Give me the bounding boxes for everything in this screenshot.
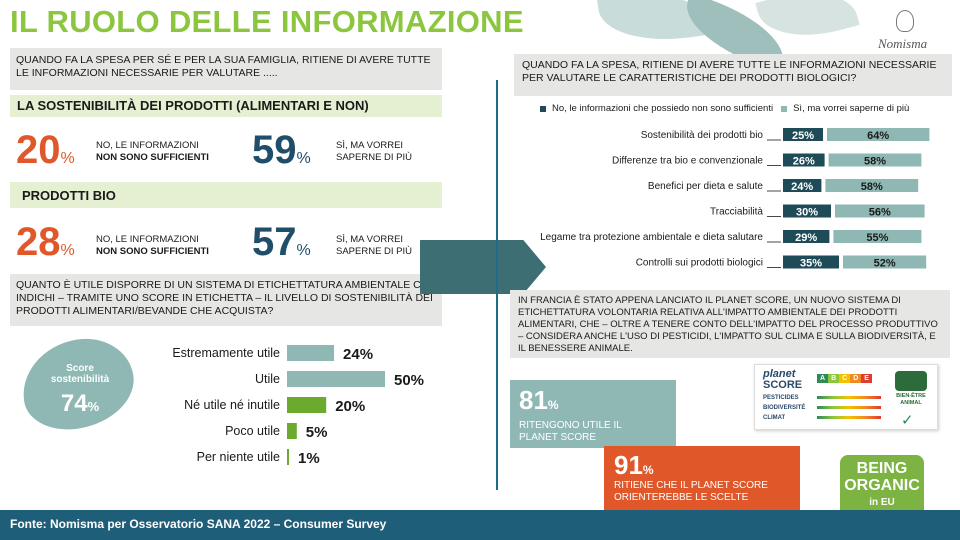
stacked-bar-yes-label: 64% xyxy=(867,130,889,142)
question2-text: QUANTO È UTILE DISPORRE DI UN SISTEMA DI… xyxy=(16,279,436,317)
question-text: QUANDO FA LA SPESA PER SÉ E PER LA SUA F… xyxy=(16,54,431,79)
stacked-category-label: Differenze tra bio e convenzionale xyxy=(612,156,763,167)
bar-category-label: Estremamente utile xyxy=(172,346,280,360)
planet-score-label: planet SCORE A B C D E PESTICIDES BIODIV… xyxy=(754,364,938,430)
bar-value-label: 5% xyxy=(306,424,328,441)
being-organic-text: BEING ORGANIC in EU xyxy=(844,460,920,508)
stacked-bar-yes xyxy=(843,255,927,269)
stacked-bar-no xyxy=(783,204,831,218)
callout-choices-value: 91% xyxy=(614,450,654,480)
callout-useful: 81% RITENGONO UTILE IL PLANET SCORE xyxy=(510,380,676,448)
callout-choices: 91% RITIENE CHE IL PLANET SCORE ORIENTER… xyxy=(604,446,800,512)
stacked-bar-yes-label: 56% xyxy=(869,207,891,219)
animal-welfare-icon xyxy=(895,371,927,391)
stacked-bar-no xyxy=(783,128,823,141)
stat-yes-value: 59% xyxy=(252,128,311,172)
legend-yes-label: Sì, ma vorrei saperne di più xyxy=(793,103,910,114)
vertical-divider xyxy=(496,80,498,490)
brand-logo: Nomisma xyxy=(878,36,928,51)
stacked-category-label: Tracciabilità xyxy=(710,207,763,218)
stacked-bar-no xyxy=(783,255,839,269)
stacked-category-label: Sostenibilità dei prodotti bio xyxy=(641,130,764,141)
planet-score-row-scales xyxy=(817,396,881,419)
stacked-bar-no xyxy=(783,230,830,243)
stacked-bar-no-label: 24% xyxy=(791,181,813,193)
callout-useful-text: RITENGONO UTILE IL PLANET SCORE xyxy=(519,420,622,443)
stat-no-value: 20% xyxy=(16,128,75,172)
right-question-box: QUANDO FA LA SPESA, RITIENE DI AVERE TUT… xyxy=(514,54,952,96)
stacked-bar-no-label: 30% xyxy=(796,207,818,219)
animal-welfare-label: BIEN-ÊTRE ANIMAL xyxy=(896,393,926,406)
stacked-bar-no-label: 26% xyxy=(793,156,815,168)
stacked-bar-yes xyxy=(835,204,925,218)
stacked-bar-yes-label: 58% xyxy=(861,181,883,193)
planet-score-grades: A B C D E xyxy=(817,374,872,383)
planet-score-info-box: IN FRANCIA È STATO APPENA LANCIATO IL PL… xyxy=(510,290,950,358)
legend-no-label: No, le informazioni che possiedo non son… xyxy=(552,103,774,114)
bar-category-label: Utile xyxy=(255,372,280,386)
right-question-text: QUANDO FA LA SPESA, RITIENE DI AVERE TUT… xyxy=(522,59,937,84)
callout-useful-value: 81% xyxy=(519,385,559,415)
stacked-bar-yes xyxy=(825,179,919,192)
bar xyxy=(287,449,289,465)
legend-no-swatch xyxy=(540,105,546,112)
stat-no-label: NO, LE INFORMAZIONI NON SONO SUFFICIENTI xyxy=(96,234,209,257)
footer-source: Fonte: Nomisma per Osservatorio SANA 202… xyxy=(10,517,387,531)
bar xyxy=(287,397,327,413)
stacked-category-label: Controlli sui prodotti biologici xyxy=(636,258,763,269)
section-title: PRODOTTI BIO xyxy=(22,188,116,203)
bar-category-label: Né utile né inutile xyxy=(184,398,280,412)
brand-crest-icon xyxy=(896,10,914,32)
stacked-bar-no xyxy=(783,179,822,192)
stacked-category-label: Legame tra protezione ambientale e dieta… xyxy=(540,232,763,243)
bar-category-label: Poco utile xyxy=(225,424,280,438)
bar xyxy=(287,345,335,361)
stat-no-label: NO, LE INFORMAZIONI NON SONO SUFFICIENTI xyxy=(96,140,209,163)
section-sostenibilita: LA SOSTENIBILITÀ DEI PRODOTTI (ALIMENTAR… xyxy=(10,95,442,117)
page-title: IL RUOLO DELLE INFORMAZIONE xyxy=(10,4,524,39)
bar-value-label: 24% xyxy=(343,346,373,363)
stat-yes-label: SÌ, MA VORREI SAPERNE DI PIÙ xyxy=(336,234,413,257)
stat-yes-value: 57% xyxy=(252,220,311,264)
stacked-bar-yes-label: 55% xyxy=(866,232,888,244)
question2-box: QUANTO È UTILE DISPORRE DI UN SISTEMA DI… xyxy=(10,274,442,326)
bar xyxy=(287,371,385,387)
bar-value-label: 1% xyxy=(298,450,320,467)
section-title: LA SOSTENIBILITÀ DEI PRODOTTI (ALIMENTAR… xyxy=(17,98,369,113)
footer-bar xyxy=(0,510,960,540)
score-badge-label: Score sostenibilità xyxy=(50,363,110,385)
bar-category-label: Per niente utile xyxy=(197,450,280,464)
bar xyxy=(287,423,297,439)
callout-choices-text: RITIENE CHE IL PLANET SCORE ORIENTEREBBE… xyxy=(614,480,768,503)
stacked-category-label: Benefici per dieta e salute xyxy=(648,181,764,192)
stacked-bar-no-label: 35% xyxy=(800,258,822,270)
stacked-bar-yes xyxy=(833,230,922,243)
bar-value-label: 50% xyxy=(394,372,424,389)
section-prodotti-bio: PRODOTTI BIO xyxy=(10,182,442,208)
legend-yes-swatch xyxy=(781,105,788,112)
stat-no-value: 28% xyxy=(16,220,75,264)
bar-value-label: 20% xyxy=(335,398,365,415)
score-badge-value: 74% xyxy=(60,390,100,417)
stacked-bar-no-label: 25% xyxy=(792,130,814,142)
bio-info-stacked-chart: Sostenibilità dei prodotti bio 25% 64% Diff… xyxy=(540,128,930,270)
planet-score-logo: planet SCORE xyxy=(763,368,803,391)
planet-score-info-text: IN FRANCIA È STATO APPENA LANCIATO IL PL… xyxy=(518,295,938,354)
stacked-bar-yes-label: 52% xyxy=(874,258,896,270)
utility-bar-chart: Estremamente utile 24% Utile 50% Né utile né… xyxy=(172,345,424,467)
stacked-bar-no xyxy=(783,153,825,167)
checkmark-icon: ✓ xyxy=(901,412,914,429)
stat-yes-label: SÌ, MA VORREI SAPERNE DI PIÙ xyxy=(336,140,413,163)
stacked-bar-no-label: 29% xyxy=(795,232,817,244)
chart-legend: No, le informazioni che possiedo non son… xyxy=(540,103,909,114)
stacked-bar-yes xyxy=(828,153,922,167)
question-box: QUANDO FA LA SPESA PER SÉ E PER LA SUA F… xyxy=(10,48,442,90)
stacked-bar-yes-label: 58% xyxy=(864,156,886,168)
planet-score-rows: PESTICIDES BIODIVERSITÉ CLIMAT xyxy=(763,395,806,421)
stacked-bar-yes xyxy=(827,128,930,141)
